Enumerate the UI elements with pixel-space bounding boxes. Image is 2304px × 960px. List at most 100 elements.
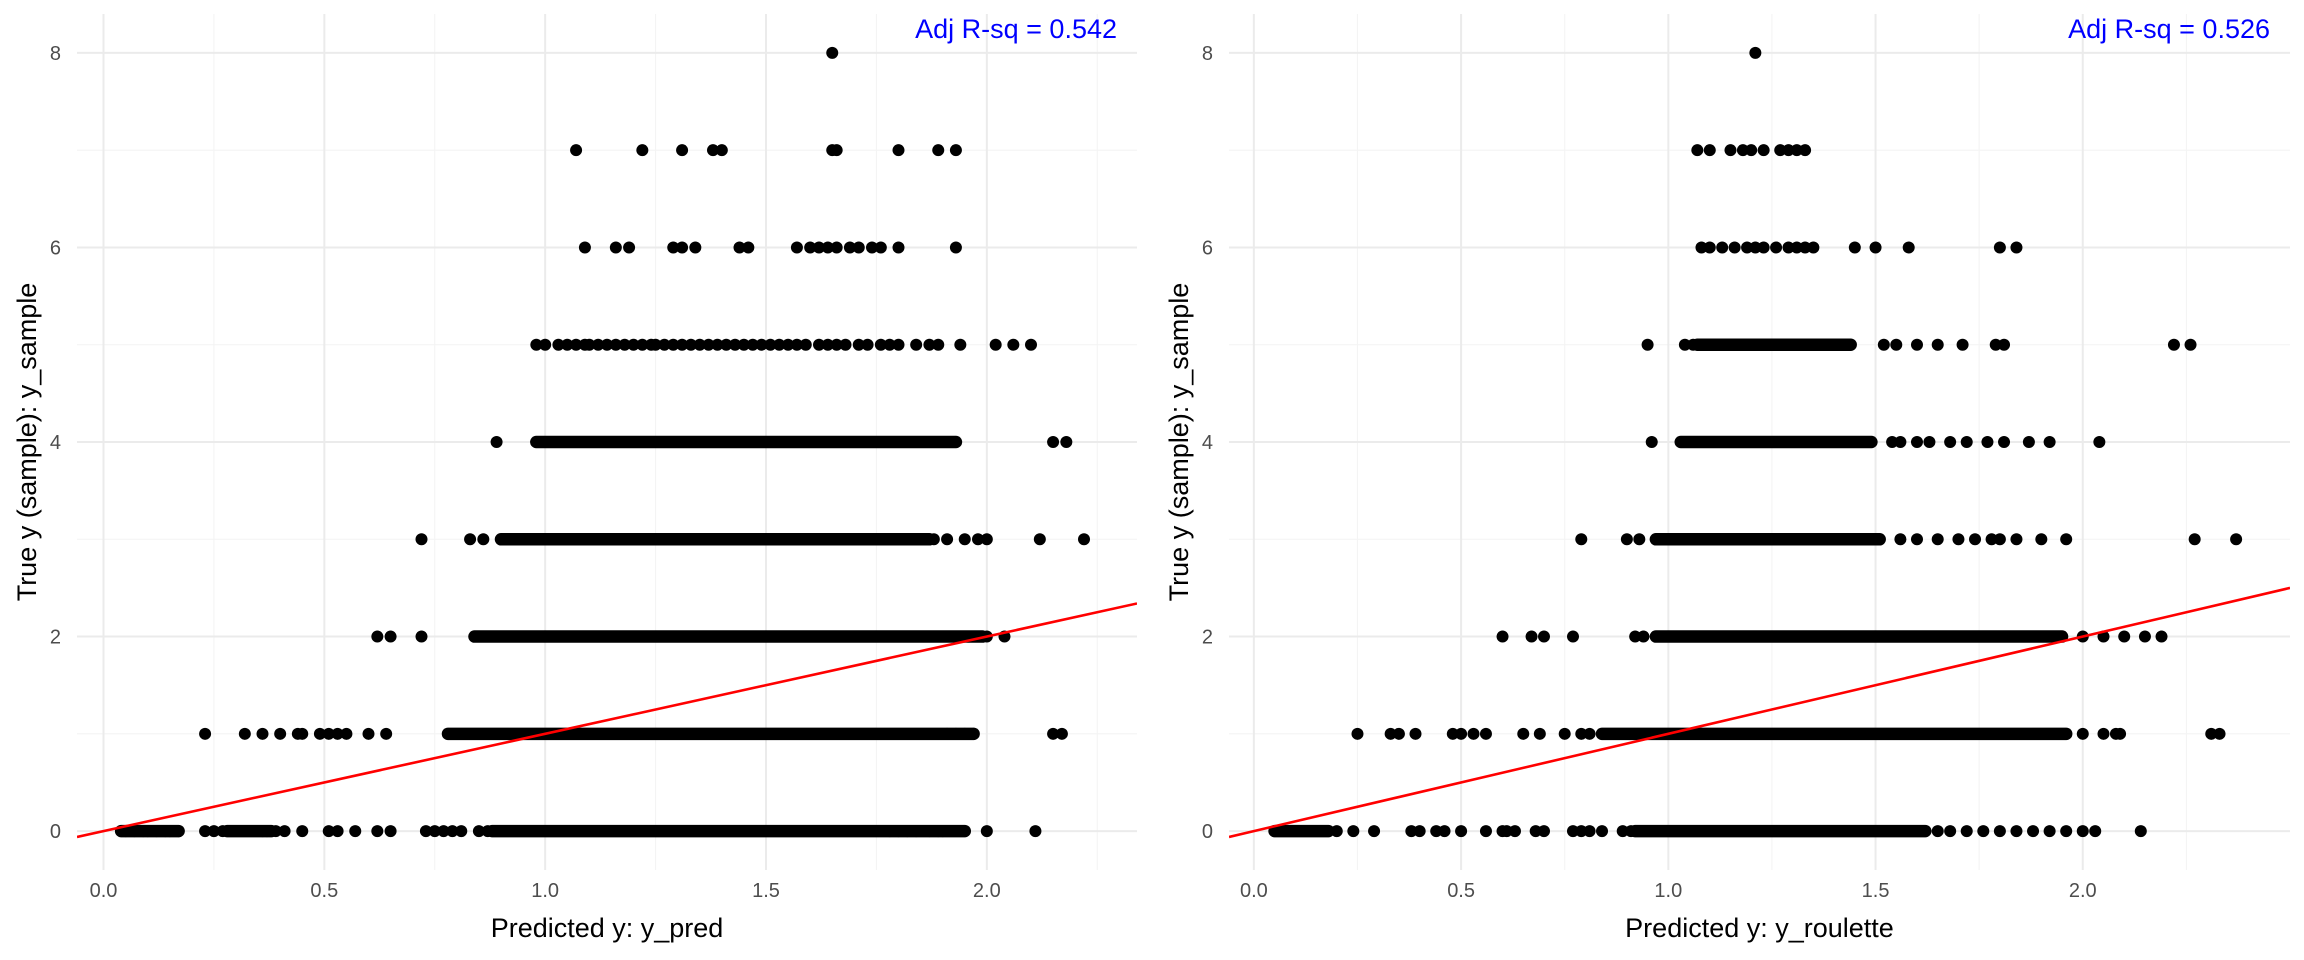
data-point [1944, 825, 1957, 838]
data-point [2097, 727, 2110, 740]
data-point [578, 241, 591, 254]
data-point [481, 825, 494, 838]
data-point [627, 338, 640, 351]
data-point [949, 241, 962, 254]
data-point [923, 825, 936, 838]
data-point [530, 338, 543, 351]
data-point [636, 338, 649, 351]
data-point [1047, 727, 1060, 740]
data-point [561, 338, 574, 351]
data-point [1678, 338, 1691, 351]
data-point [1944, 436, 1957, 448]
x-tick-label: 0.0 [90, 880, 118, 902]
data-point [1703, 144, 1716, 157]
data-points [1268, 46, 2243, 838]
data-point [1500, 825, 1513, 838]
data-point [601, 338, 613, 351]
data-point [380, 727, 393, 740]
data-point [1993, 825, 2006, 838]
data-point [658, 338, 671, 351]
data-point [1583, 825, 1596, 838]
data-point [1728, 241, 1741, 254]
data-point [980, 533, 993, 546]
data-point [2184, 338, 2197, 351]
data-point [274, 727, 287, 740]
data-point [1736, 144, 1749, 157]
data-point [260, 825, 273, 838]
data-point [141, 825, 154, 838]
data-point [1969, 533, 1982, 546]
data-point [2118, 630, 2131, 643]
adj-r-squared-annotation: Adj R-sq = 0.542 [915, 14, 1117, 44]
data-point [746, 338, 759, 351]
data-point [830, 241, 843, 254]
x-tick-label: 2.0 [2069, 880, 2097, 902]
x-axis-title: Predicted y: y_roulette [1625, 913, 1894, 943]
data-point [949, 144, 962, 157]
data-point [972, 533, 984, 546]
adj-r-squared-annotation: Adj R-sq = 0.526 [2068, 14, 2270, 44]
data-point [1993, 241, 2006, 254]
data-point [883, 825, 896, 838]
data-point [2188, 533, 2201, 546]
data-point [623, 241, 636, 254]
data-point [552, 338, 565, 351]
data-point [269, 825, 282, 838]
data-point [583, 338, 596, 351]
data-point [2027, 825, 2040, 838]
data-point [866, 241, 878, 254]
data-point [1745, 144, 1758, 157]
data-point [2035, 533, 2048, 546]
data-point [2043, 825, 2056, 838]
data-point [1886, 436, 1899, 448]
data-point [1616, 825, 1629, 838]
data-point [1637, 630, 1650, 643]
data-point [278, 825, 291, 838]
data-point [958, 533, 971, 546]
data-point [1985, 533, 1998, 546]
data-point [340, 727, 353, 740]
data-point [1566, 630, 1579, 643]
data-point [472, 825, 485, 838]
data-point [1691, 144, 1704, 157]
data-point [1537, 630, 1550, 643]
data-point [941, 533, 954, 546]
y-tick-label: 6 [1202, 237, 1213, 259]
data-point [1467, 727, 1480, 740]
data-point [711, 338, 724, 351]
data-point [804, 241, 817, 254]
data-point [2213, 727, 2226, 740]
data-point [1703, 241, 1716, 254]
data-point [199, 825, 212, 838]
data-point [199, 727, 212, 740]
data-point [954, 338, 967, 351]
data-point [742, 241, 755, 254]
data-point [256, 727, 269, 740]
data-point [2089, 825, 2102, 838]
data-point [813, 338, 825, 351]
data-point [729, 338, 742, 351]
x-tick-label: 1.0 [531, 880, 559, 902]
data-point [1960, 825, 1973, 838]
data-point [941, 727, 954, 740]
data-point [296, 825, 309, 838]
data-point [1347, 825, 1360, 838]
data-point [2138, 630, 2151, 643]
scatter-panel-2: 0.0 0.5 1.0 1.5 2.0 0 2 4 6 8 Predicted y: y_roule… [1164, 14, 2290, 943]
data-point [958, 727, 971, 740]
data-point [967, 727, 980, 740]
y-tick-label: 8 [1202, 43, 1213, 65]
data-point [755, 338, 768, 351]
data-point [322, 727, 335, 740]
data-point [477, 533, 490, 546]
x-tick-label: 2.0 [973, 880, 1001, 902]
data-point [1479, 825, 1492, 838]
data-point [1413, 825, 1426, 838]
data-point [707, 144, 719, 157]
data-point [446, 825, 459, 838]
data-point [415, 630, 428, 643]
data-point [839, 338, 852, 351]
data-point [1625, 825, 1638, 838]
data-point [1645, 436, 1658, 448]
data-point [702, 338, 715, 351]
